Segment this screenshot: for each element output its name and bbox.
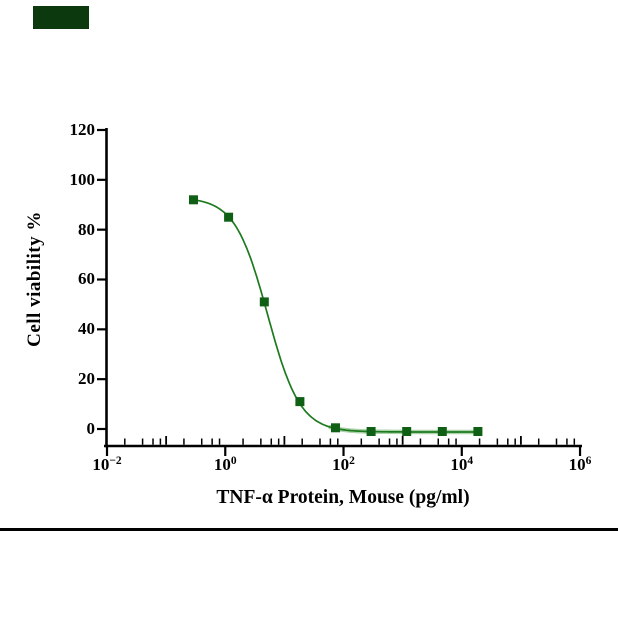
x-tick-label: 104 [450, 455, 474, 474]
data-point-marker [473, 427, 483, 436]
y-tick-label: 60 [78, 269, 95, 289]
data-point-marker [259, 297, 269, 307]
y-tick-label: 100 [69, 169, 96, 189]
y-tick-label: 120 [69, 119, 96, 139]
bottom-rule [0, 528, 618, 531]
data-point-marker [224, 212, 234, 222]
y-tick-label: 20 [78, 369, 95, 389]
x-tick-label: 102 [332, 455, 355, 474]
x-tick-label: 100 [213, 455, 237, 474]
data-point-marker [366, 427, 376, 436]
data-point-marker [189, 195, 198, 205]
x-tick-label: 106 [568, 455, 592, 474]
y-tick-label: 80 [78, 219, 95, 239]
fit-curve [193, 198, 479, 433]
data-point-marker [295, 397, 305, 407]
y-tick-label: 0 [86, 419, 96, 438]
corner-marker [33, 6, 89, 29]
x-tick-label: 10−2 [92, 455, 122, 474]
data-point-marker [331, 423, 340, 433]
data-point-marker [437, 427, 447, 436]
x-axis-title: TNF-α Protein, Mouse (pg/ml) [216, 487, 470, 508]
y-tick-label: 40 [78, 319, 95, 339]
data-point-marker [402, 427, 412, 436]
